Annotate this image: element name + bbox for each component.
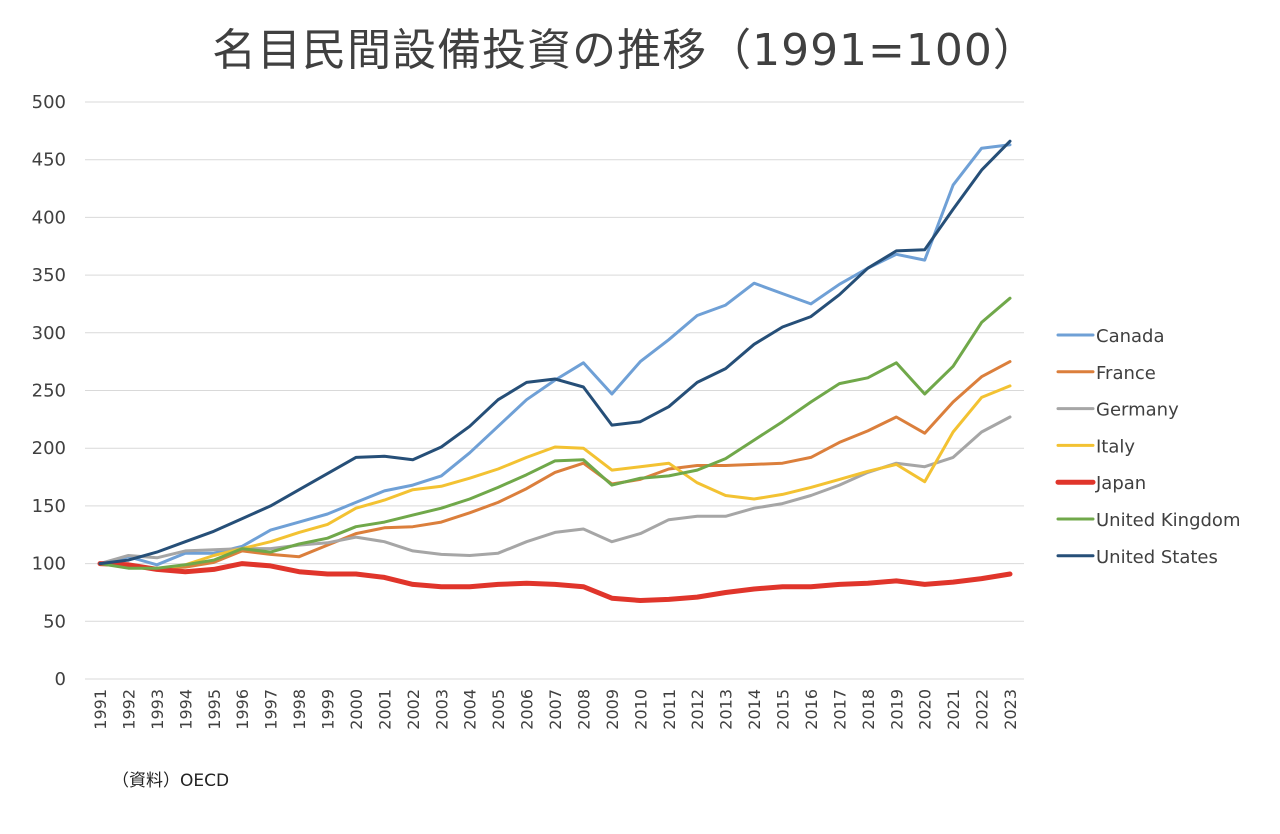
y-tick-label: 250 (32, 381, 66, 402)
series-line-france (98, 360, 1012, 570)
chart-title: 名目民間設備投資の推移（1991=100） (212, 25, 1038, 76)
legend-label: United Kingdom (1096, 510, 1240, 531)
legend-label: Italy (1096, 436, 1135, 457)
series-line-japan (97, 561, 1013, 603)
source-note: （資料）OECD (112, 771, 230, 791)
y-tick-label: 350 (32, 265, 66, 286)
x-tick-label: 2002 (404, 689, 423, 730)
series-lines (97, 139, 1013, 603)
x-tick-label: 2000 (347, 689, 366, 730)
y-tick-label: 300 (32, 323, 66, 344)
x-tick-label: 1999 (319, 689, 338, 730)
y-tick-label: 0 (55, 669, 66, 690)
series-line-united-kingdom (98, 296, 1012, 570)
x-tick-label: 2023 (1001, 689, 1020, 730)
series-line-italy (98, 384, 1012, 571)
gridlines (85, 101, 1024, 680)
x-tick-label: 2018 (859, 689, 878, 730)
legend-label: United States (1096, 547, 1218, 568)
x-tick-label: 2014 (745, 689, 764, 730)
series-line-canada (98, 143, 1012, 567)
x-tick-label: 2003 (432, 689, 451, 730)
y-tick-label: 500 (32, 92, 66, 113)
x-tick-label: 2001 (375, 689, 394, 730)
y-tick-label: 450 (32, 150, 66, 171)
y-tick-label: 200 (32, 438, 66, 459)
x-tick-label: 1995 (205, 689, 224, 730)
series-line-united-states (98, 139, 1012, 566)
legend-label: Canada (1096, 326, 1165, 347)
legend-label: Germany (1096, 400, 1179, 421)
x-tick-label: 2021 (944, 689, 963, 730)
x-tick-label: 1993 (148, 689, 167, 730)
y-tick-label: 150 (32, 496, 66, 517)
x-tick-label: 2017 (830, 689, 849, 730)
x-tick-label: 1994 (176, 689, 195, 730)
x-tick-label: 2009 (603, 689, 622, 730)
legend-label: France (1096, 363, 1156, 384)
x-tick-label: 2007 (546, 689, 565, 730)
x-tick-label: 1991 (91, 689, 110, 730)
y-tick-label: 100 (32, 554, 66, 575)
series-line-germany (98, 415, 1012, 566)
x-tick-label: 2010 (631, 689, 650, 730)
y-axis-ticks: 0 50 100 150 200 250 300 350 400 450 500 (32, 92, 66, 690)
x-tick-label: 2019 (887, 689, 906, 730)
x-tick-label: 1997 (262, 689, 281, 730)
legend: Canada France Germany Italy Japan United King… (1055, 326, 1240, 568)
x-tick-label: 1992 (119, 689, 138, 730)
x-tick-label: 2016 (802, 689, 821, 730)
x-tick-label: 2013 (717, 689, 736, 730)
x-tick-label: 2020 (916, 689, 935, 730)
x-tick-label: 2012 (688, 689, 707, 730)
x-tick-label: 2022 (973, 689, 992, 730)
y-tick-label: 50 (43, 611, 66, 632)
x-axis-ticks: 1991 1992 1993 1994 1995 1996 1997 1998 1999 2000… (91, 689, 1020, 730)
x-tick-label: 2006 (518, 689, 537, 730)
x-tick-label: 1996 (233, 689, 252, 730)
y-tick-label: 400 (32, 207, 66, 228)
x-tick-label: 2015 (774, 689, 793, 730)
x-tick-label: 1998 (290, 689, 309, 730)
x-tick-label: 2004 (461, 689, 480, 730)
legend-label: Japan (1095, 473, 1146, 494)
x-tick-label: 2005 (489, 689, 508, 730)
x-tick-label: 2011 (660, 689, 679, 730)
x-tick-label: 2008 (574, 689, 593, 730)
